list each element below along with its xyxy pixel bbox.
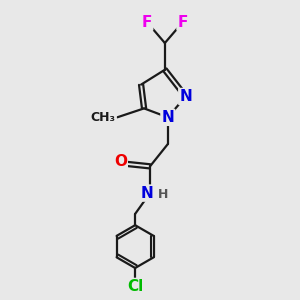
Text: CH₃: CH₃ — [91, 111, 116, 124]
Text: F: F — [142, 15, 152, 30]
Text: Cl: Cl — [127, 279, 143, 294]
Text: N: N — [179, 89, 192, 104]
Text: F: F — [178, 15, 188, 30]
Text: N: N — [141, 186, 153, 201]
Text: N: N — [161, 110, 174, 125]
Text: O: O — [114, 154, 127, 169]
Text: H: H — [158, 188, 169, 201]
